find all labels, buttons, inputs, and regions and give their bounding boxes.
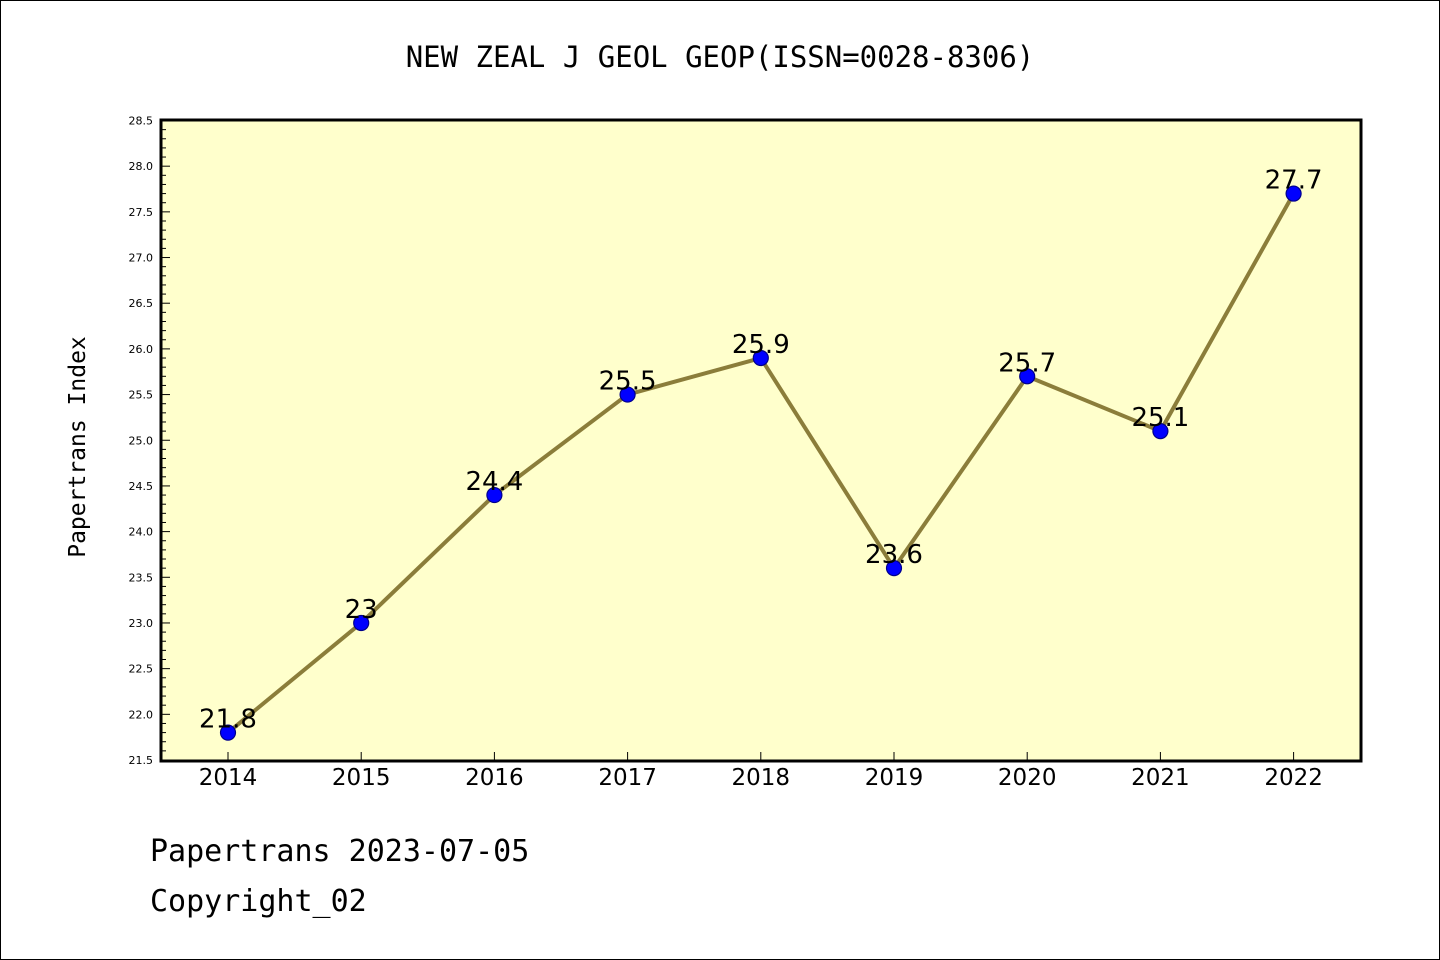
y-tick-label: 23.0 — [129, 617, 154, 630]
x-tick-label: 2015 — [332, 765, 391, 791]
data-label: 25.7 — [998, 348, 1056, 378]
footer-copyright-text: Copyright_02 — [150, 884, 367, 919]
x-tick-label: 2019 — [865, 765, 924, 791]
data-label: 24.4 — [465, 467, 523, 497]
x-tick-label: 2021 — [1131, 765, 1190, 791]
y-tick-label: 26.5 — [129, 297, 154, 310]
x-tick-label: 2016 — [465, 765, 524, 791]
data-label: 23 — [345, 595, 378, 625]
x-tick-label: 2018 — [732, 765, 791, 791]
y-tick-label: 25.0 — [129, 434, 154, 447]
y-tick-label: 21.5 — [129, 754, 154, 767]
y-tick-label: 27.0 — [129, 252, 154, 265]
y-axis-ticks: 21.5 22.0 22.5 23.0 23.5 24.0 24.5 25.0 25.5 26.0… — [129, 115, 170, 767]
y-tick-label: 23.5 — [129, 571, 154, 584]
plot-border — [159, 118, 1363, 763]
data-label: 25.5 — [599, 367, 657, 397]
data-markers — [219, 185, 1302, 741]
data-point-marker — [353, 614, 370, 632]
y-axis-label: Papertrans Index — [65, 336, 91, 558]
data-label: 21.8 — [199, 705, 257, 735]
y-tick-label: 27.5 — [129, 206, 154, 219]
data-point-marker — [619, 386, 636, 403]
y-tick-label: 28.0 — [129, 160, 154, 173]
x-axis-ticks: 2014 2015 2016 2017 2018 2019 2020 2021 2022 — [199, 752, 1323, 791]
data-label: 25.1 — [1131, 403, 1189, 433]
data-point-marker — [752, 349, 769, 367]
data-label: 25.9 — [732, 330, 790, 360]
y-tick-label: 26.0 — [129, 343, 154, 356]
x-tick-label: 2020 — [998, 765, 1057, 791]
y-tick-label: 28.5 — [129, 115, 154, 128]
data-point-marker — [1152, 423, 1169, 440]
x-tick-label: 2022 — [1264, 765, 1323, 791]
data-point-marker — [486, 486, 503, 504]
chart-title: NEW ZEAL J GEOL GEOP(ISSN=0028-8306) — [406, 40, 1035, 74]
data-labels: 21.8 23 24.4 25.5 25.9 23.6 25.7 25.1 27.7 — [199, 166, 1322, 735]
data-label: 27.7 — [1265, 166, 1323, 196]
data-point-marker — [1019, 368, 1036, 385]
data-label: 23.6 — [865, 540, 923, 570]
plot-area — [161, 120, 1361, 761]
data-point-marker — [219, 724, 237, 741]
data-point-marker — [1285, 185, 1302, 202]
x-tick-label: 2014 — [199, 765, 258, 791]
y-tick-label: 22.0 — [129, 708, 154, 721]
y-tick-label: 25.5 — [129, 389, 154, 402]
footer-date-text: Papertrans 2023-07-05 — [150, 834, 530, 869]
y-tick-label: 24.0 — [129, 526, 154, 539]
x-tick-label: 2017 — [598, 765, 657, 791]
y-tick-label: 24.5 — [129, 480, 154, 493]
data-point-marker — [885, 560, 903, 577]
y-tick-label: 22.5 — [129, 663, 154, 676]
